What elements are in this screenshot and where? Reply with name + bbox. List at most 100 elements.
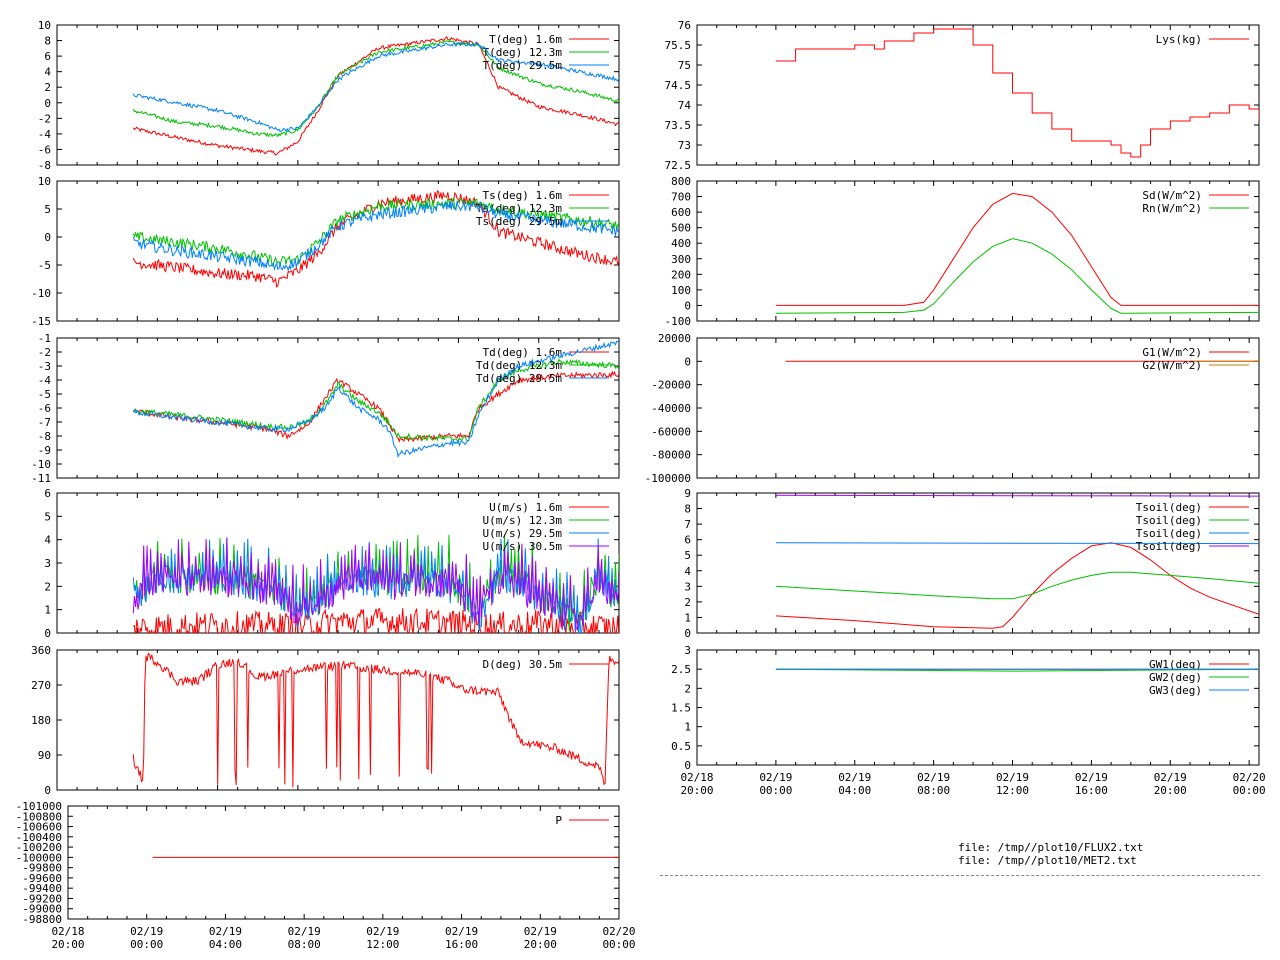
x-tick-time: 04:00 bbox=[209, 938, 242, 951]
separator-line bbox=[660, 875, 1260, 876]
y-tick-label: -6 bbox=[38, 143, 51, 156]
y-tick-label: 1 bbox=[44, 604, 51, 617]
y-tick-label: -100 bbox=[665, 315, 692, 328]
x-tick-date: 02/19 bbox=[759, 771, 792, 784]
x-tick-time: 00:00 bbox=[130, 938, 163, 951]
x-tick-time: 16:00 bbox=[1075, 784, 1108, 797]
y-tick-label: -8 bbox=[38, 430, 51, 443]
y-tick-label: 10 bbox=[38, 19, 51, 32]
y-tick-label: -99400 bbox=[22, 882, 62, 895]
y-tick-label: 9 bbox=[684, 487, 691, 500]
series-line bbox=[775, 668, 1259, 672]
y-tick-label: 0 bbox=[44, 231, 51, 244]
chart-gw: 32.521.510.5002/1820:0002/1900:0002/1904… bbox=[671, 644, 1266, 797]
y-tick-label: -3 bbox=[38, 360, 51, 373]
y-tick-label: 2.5 bbox=[671, 663, 691, 676]
x-tick-time: 00:00 bbox=[602, 938, 635, 951]
y-tick-label: 8 bbox=[44, 35, 51, 48]
y-tick-label: -2 bbox=[38, 112, 51, 125]
y-tick-label: -60000 bbox=[651, 425, 691, 438]
y-tick-label: -100400 bbox=[16, 831, 62, 844]
x-tick-time: 20:00 bbox=[680, 784, 713, 797]
series-line bbox=[775, 238, 1259, 314]
x-tick-date: 02/19 bbox=[130, 925, 163, 938]
y-tick-label: 20000 bbox=[658, 332, 691, 345]
y-tick-label: -100600 bbox=[16, 821, 62, 834]
series-line bbox=[132, 36, 619, 156]
legend-label: Tsoil(deg) bbox=[1136, 514, 1202, 527]
y-tick-label: 5 bbox=[684, 549, 691, 562]
y-tick-label: -99800 bbox=[22, 862, 62, 875]
series-line bbox=[132, 652, 619, 788]
chart-tsoil: 9876543210Tsoil(deg)Tsoil(deg)Tsoil(deg)… bbox=[684, 487, 1260, 640]
y-tick-label: 6 bbox=[44, 487, 51, 500]
series-line bbox=[132, 200, 619, 272]
x-tick-time: 12:00 bbox=[366, 938, 399, 951]
x-tick-time: 00:00 bbox=[1233, 784, 1266, 797]
x-tick-time: 20:00 bbox=[1154, 784, 1187, 797]
x-tick-date: 02/20 bbox=[1233, 771, 1266, 784]
series-line bbox=[775, 542, 1259, 545]
y-tick-label: 0.5 bbox=[671, 740, 691, 753]
y-tick-label: 360 bbox=[31, 644, 51, 657]
plot-frame bbox=[696, 492, 1260, 634]
y-tick-label: 2 bbox=[44, 580, 51, 593]
y-tick-label: 7 bbox=[684, 518, 691, 531]
series-line bbox=[132, 537, 619, 632]
y-tick-label: 2 bbox=[684, 682, 691, 695]
legend-label: Tsoil(deg) bbox=[1136, 527, 1202, 540]
series-line bbox=[775, 494, 1259, 497]
chart-lys: 76 75.5 75 74.5 74 73.5 73 72.5 Lys(kg) bbox=[665, 19, 1260, 172]
legend-label: U(m/s) 12.3m bbox=[483, 514, 563, 527]
y-tick-label: -100800 bbox=[16, 810, 62, 823]
y-tick-label: 500 bbox=[671, 222, 691, 235]
y-tick-label: 72.5 bbox=[665, 159, 692, 172]
x-tick-date: 02/19 bbox=[209, 925, 242, 938]
y-tick-label: 270 bbox=[31, 679, 51, 692]
y-tick-label: -8 bbox=[38, 159, 51, 172]
y-tick-label: -20000 bbox=[651, 379, 691, 392]
y-tick-label: 2 bbox=[44, 81, 51, 94]
x-tick-time: 16:00 bbox=[445, 938, 478, 951]
y-tick-label: -99200 bbox=[22, 892, 62, 905]
legend-label: Td(deg) 1.6m bbox=[483, 346, 563, 359]
y-tick-label: 8 bbox=[684, 503, 691, 516]
y-tick-label: 4 bbox=[684, 565, 691, 578]
legend-label: T(deg) 29.5m bbox=[483, 59, 563, 72]
series-line bbox=[775, 542, 1259, 629]
y-tick-label: -100200 bbox=[16, 841, 62, 854]
file-flux: file: /tmp//plot10/FLUX2.txt bbox=[958, 841, 1144, 854]
legend-label: Ts(deg) 12.3m bbox=[476, 202, 562, 215]
x-tick-date: 02/20 bbox=[602, 925, 635, 938]
legend-label: T(deg) 1.6m bbox=[489, 33, 562, 46]
series-line bbox=[132, 40, 619, 138]
y-tick-label: 90 bbox=[38, 749, 51, 762]
y-tick-label: 600 bbox=[671, 206, 691, 219]
plot-frame bbox=[696, 180, 1260, 322]
series-line bbox=[775, 192, 1259, 306]
legend-label: G1(W/m^2) bbox=[1142, 346, 1202, 359]
y-tick-label: -2 bbox=[38, 346, 51, 359]
file-list: file: /tmp//plot10/FLUX2.txt file: /tmp/… bbox=[958, 841, 1143, 867]
file-met: file: /tmp//plot10/MET2.txt bbox=[958, 854, 1137, 867]
series-line bbox=[132, 537, 619, 633]
y-tick-label: 100 bbox=[671, 284, 691, 297]
x-tick-date: 02/18 bbox=[51, 925, 84, 938]
y-tick-label: 3 bbox=[684, 644, 691, 657]
y-tick-label: 180 bbox=[31, 714, 51, 727]
series-line bbox=[132, 197, 619, 267]
y-tick-label: -11 bbox=[31, 472, 51, 485]
series-line bbox=[132, 41, 619, 133]
series-line bbox=[775, 28, 1259, 158]
x-tick-date: 02/19 bbox=[288, 925, 321, 938]
y-tick-label: 3 bbox=[684, 580, 691, 593]
legend-label: Ts(deg) 1.6m bbox=[483, 189, 563, 202]
x-tick-date: 02/19 bbox=[838, 771, 871, 784]
y-tick-label: -15 bbox=[31, 315, 51, 328]
y-tick-label: 5 bbox=[44, 203, 51, 216]
y-tick-label: 3 bbox=[44, 557, 51, 570]
y-tick-label: 0 bbox=[684, 627, 691, 640]
y-tick-label: 0 bbox=[684, 759, 691, 772]
x-tick-time: 12:00 bbox=[996, 784, 1029, 797]
